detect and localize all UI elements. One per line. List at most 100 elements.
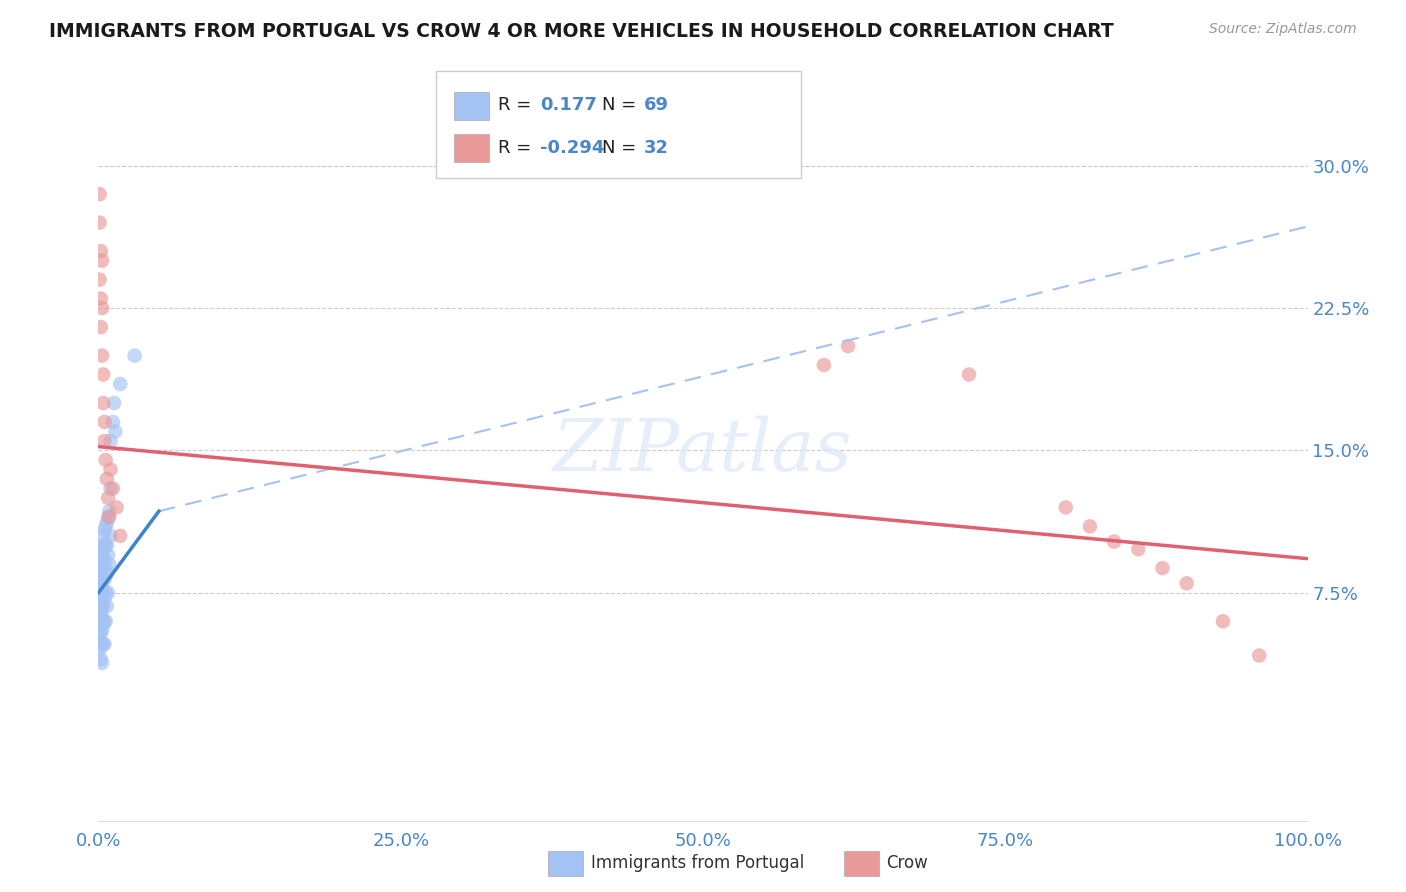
Point — [90, 244, 112, 259]
Point — [105, 500, 128, 515]
Point — [91, 548, 114, 562]
Point — [1249, 648, 1271, 663]
Point — [1128, 542, 1150, 557]
Point — [90, 580, 112, 594]
Point — [91, 637, 114, 651]
Point — [96, 566, 118, 581]
Point — [89, 558, 111, 572]
Point — [91, 573, 114, 587]
Point — [96, 516, 118, 530]
Point — [100, 482, 122, 496]
Point — [108, 377, 131, 392]
Point — [91, 656, 114, 670]
Point — [89, 599, 111, 614]
Point — [93, 553, 115, 567]
Point — [93, 415, 115, 429]
Point — [90, 624, 112, 638]
Point — [91, 253, 114, 268]
Point — [1175, 576, 1198, 591]
Point — [91, 396, 114, 410]
Point — [96, 538, 118, 552]
Point — [96, 599, 118, 614]
Point — [91, 610, 114, 624]
Point — [91, 542, 114, 557]
Point — [100, 529, 122, 543]
Text: ZIPatlas: ZIPatlas — [553, 415, 853, 486]
Point — [100, 434, 122, 448]
Text: 69: 69 — [644, 96, 669, 114]
Point — [90, 561, 112, 575]
Point — [97, 548, 120, 562]
Text: R =: R = — [498, 96, 537, 114]
Point — [1078, 519, 1101, 533]
Point — [91, 586, 114, 600]
Point — [91, 599, 114, 614]
Point — [1102, 534, 1125, 549]
Point — [91, 368, 114, 382]
Text: -0.294: -0.294 — [540, 139, 605, 157]
Point — [91, 637, 114, 651]
Point — [93, 434, 115, 448]
Point — [93, 538, 115, 552]
Point — [94, 538, 117, 552]
Text: R =: R = — [498, 139, 537, 157]
Point — [94, 561, 117, 575]
Point — [98, 504, 121, 518]
Point — [97, 586, 120, 600]
Point — [101, 482, 124, 496]
Point — [89, 642, 111, 657]
Point — [98, 509, 121, 524]
Point — [91, 301, 114, 315]
Point — [90, 320, 112, 334]
Point — [90, 548, 112, 562]
Point — [89, 586, 111, 600]
Point — [89, 591, 111, 606]
Point — [103, 396, 125, 410]
Text: N =: N = — [602, 139, 641, 157]
Point — [93, 615, 115, 629]
Point — [91, 558, 114, 572]
Point — [97, 509, 120, 524]
Point — [91, 529, 114, 543]
Point — [96, 472, 118, 486]
Text: IMMIGRANTS FROM PORTUGAL VS CROW 4 OR MORE VEHICLES IN HOUSEHOLD CORRELATION CHA: IMMIGRANTS FROM PORTUGAL VS CROW 4 OR MO… — [49, 22, 1114, 41]
Point — [94, 453, 117, 467]
Text: Immigrants from Portugal: Immigrants from Portugal — [591, 855, 804, 872]
Point — [91, 586, 114, 600]
Point — [957, 368, 980, 382]
Text: 32: 32 — [644, 139, 669, 157]
Point — [89, 216, 111, 230]
Point — [124, 349, 146, 363]
Point — [837, 339, 859, 353]
Point — [104, 425, 127, 439]
Point — [97, 491, 120, 505]
Point — [89, 272, 111, 286]
Point — [94, 586, 117, 600]
Point — [1054, 500, 1077, 515]
Point — [91, 538, 114, 552]
Point — [100, 462, 122, 476]
Point — [93, 523, 115, 537]
Point — [90, 652, 112, 666]
Point — [1212, 615, 1234, 629]
Point — [90, 591, 112, 606]
Point — [91, 618, 114, 632]
Point — [93, 573, 115, 587]
Point — [91, 624, 114, 638]
Point — [94, 615, 117, 629]
Point — [101, 415, 124, 429]
Point — [98, 558, 121, 572]
Point — [90, 637, 112, 651]
Text: Crow: Crow — [886, 855, 928, 872]
Point — [91, 599, 114, 614]
Point — [91, 349, 114, 363]
Point — [93, 637, 115, 651]
Text: N =: N = — [602, 96, 641, 114]
Point — [93, 591, 115, 606]
Text: Source: ZipAtlas.com: Source: ZipAtlas.com — [1209, 22, 1357, 37]
Point — [1152, 561, 1174, 575]
Point — [91, 561, 114, 575]
Point — [89, 618, 111, 632]
Point — [89, 610, 111, 624]
Point — [90, 573, 112, 587]
